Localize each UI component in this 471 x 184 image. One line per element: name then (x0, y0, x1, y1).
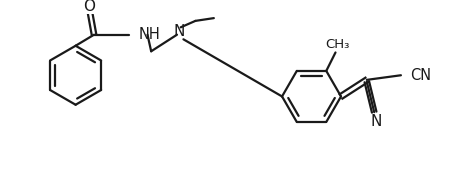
Text: CH₃: CH₃ (325, 38, 349, 51)
Text: NH: NH (138, 27, 160, 42)
Text: N: N (370, 114, 382, 129)
Text: O: O (83, 0, 96, 14)
Text: N: N (173, 24, 185, 39)
Text: CN: CN (410, 68, 431, 83)
